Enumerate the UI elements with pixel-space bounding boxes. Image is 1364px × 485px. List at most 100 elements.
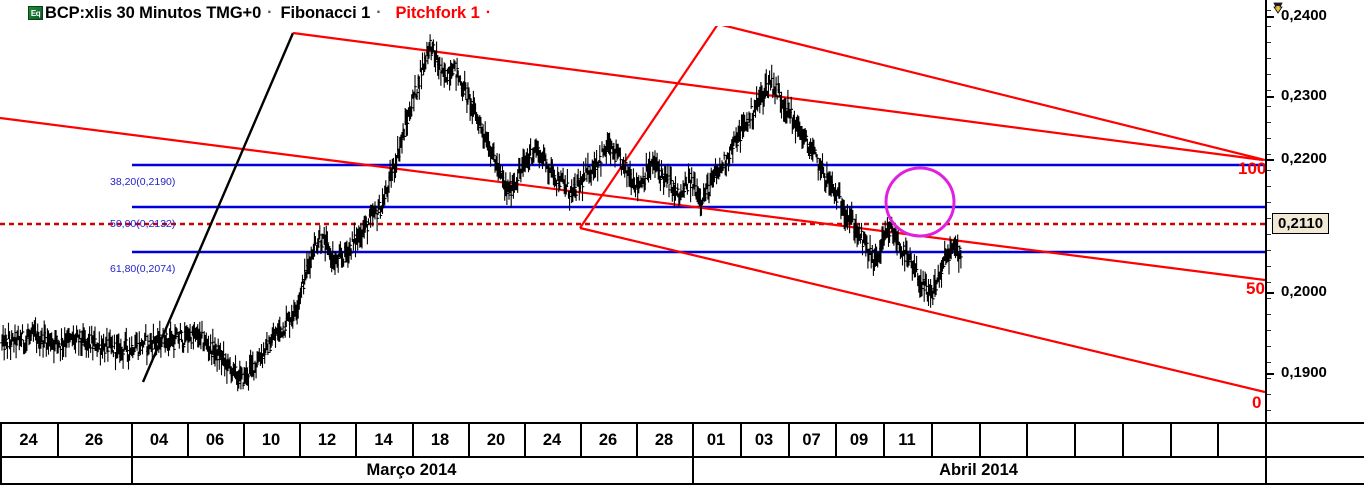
date-axis-day-cell: 20 [486,431,506,449]
date-axis-day-cell [1074,424,1122,456]
date-axis-day-cell [1170,424,1217,456]
date-axis-day-cell [1122,424,1170,456]
current-price-badge: 0,2110 [1272,213,1330,234]
price-minor-tick [1267,90,1271,91]
uptrend-line [141,32,295,383]
date-axis-separator [1170,424,1172,456]
pitchfork-label-50: 50 [1246,279,1265,298]
date-axis-month-cell [1265,457,1364,483]
date-axis-month-cell: Março 2014 [366,461,457,479]
chart-title-bar: Eq BCP:xlis 30 Minutos TMG+0 · Fibonacci… [0,0,1364,26]
scroll-marker-icon[interactable] [1272,2,1284,14]
pitchfork-line-0 [579,226,1265,394]
date-axis-separator [883,424,885,456]
date-axis-day-cell: 11 [898,431,916,449]
date-axis-day-cell: 09 [849,431,869,449]
price-tick-mark [1267,159,1274,161]
date-axis-line-mid [0,456,1364,458]
symbol-title: BCP:xlis 30 Minutos TMG+0 [45,3,262,22]
date-axis-separator [788,424,790,456]
pitchfork-label-100: 100 [1238,159,1265,178]
price-minor-tick [1267,186,1271,187]
study-label-fibonacci[interactable]: Fibonacci 1 [280,3,371,22]
date-axis[interactable]: 24 26 04 06 10 12 14 18 20 24 26 28 01 03 07 09 11 Março… [0,422,1364,485]
fib-label-5000: 50,00(0,2132) [110,218,176,230]
price-minor-tick [1267,218,1271,219]
title-separator-2: · [376,4,382,21]
date-axis-separator [299,424,301,456]
date-axis-separator [692,424,694,456]
price-minor-tick [1267,378,1271,379]
date-axis-separator [1026,424,1028,456]
date-axis-separator [131,424,133,456]
price-tick-label: 0,2300 [1281,87,1327,104]
date-axis-day-cell: 06 [205,431,225,449]
price-tick-label: 0,1900 [1281,364,1327,381]
date-axis-separator [979,424,981,456]
date-axis-day-cell: 24 [19,431,38,449]
date-axis-day-cell: 28 [654,431,674,449]
price-minor-tick [1267,26,1271,27]
price-minor-tick [1267,170,1271,171]
date-axis-month-separator [0,456,2,483]
date-axis-separator [0,424,2,456]
ohlc-bar-series [0,34,963,392]
eq-icon: Eq [28,6,43,20]
date-axis-day-cell: 04 [149,431,169,449]
price-minor-tick [1267,282,1271,283]
price-tick-label: 0,2000 [1281,283,1327,300]
date-axis-separator [187,424,189,456]
date-axis-day-cell [1217,424,1265,456]
date-axis-day-cell: 26 [84,431,104,449]
price-tick-label: 0,2200 [1281,150,1327,167]
date-axis-month-separator [692,456,694,483]
date-axis-day-cell: 14 [374,431,393,449]
date-axis-day-cell: 18 [430,431,450,449]
date-axis-separator [1265,424,1267,456]
price-minor-tick [1267,154,1271,155]
price-minor-tick [1267,314,1271,315]
price-minor-tick [1267,122,1271,123]
price-tick-mark [1267,292,1274,294]
price-axis[interactable]: 0,2400 0,2300 0,2200 0,2000 0,1900 0,2110 [1265,0,1364,422]
pitchfork-lines [0,26,1265,394]
date-axis-day-cell: 26 [598,431,618,449]
date-axis-day-cell: 01 [706,431,726,449]
date-axis-month-separator [1265,456,1267,483]
date-axis-line-top [0,422,1364,424]
date-axis-month-separator [131,456,133,483]
price-minor-tick [1267,234,1271,235]
price-minor-tick [1267,74,1271,75]
date-axis-separator [57,424,59,456]
price-plot-area[interactable]: 38,20(0,2190) 50,00(0,2132) 61,80(0,2074… [0,26,1265,422]
price-minor-tick [1267,346,1271,347]
price-minor-tick [1267,330,1271,331]
pitchfork-line-50 [0,116,1265,282]
price-minor-tick [1267,42,1271,43]
date-axis-separator [468,424,470,456]
date-axis-separator [636,424,638,456]
price-minor-tick [1267,298,1271,299]
title-separator-3: · [485,4,492,21]
date-axis-day-cell: 03 [754,431,774,449]
study-label-pitchfork[interactable]: Pitchfork 1 [395,3,480,22]
date-axis-month-cell [0,457,131,483]
date-axis-line-bottom [0,483,1364,485]
fib-label-6180: 61,80(0,2074) [110,263,176,275]
fib-label-3820: 38,20(0,2190) [110,176,176,188]
price-minor-tick [1267,202,1271,203]
date-axis-day-cell: 24 [542,431,562,449]
title-separator-1: · [267,4,273,21]
date-axis-separator [835,424,837,456]
date-axis-separator [1074,424,1076,456]
date-axis-day-cell [931,424,979,456]
date-axis-separator [580,424,582,456]
price-minor-tick [1267,394,1271,395]
date-axis-separator [524,424,526,456]
date-axis-day-cell: 12 [317,431,337,449]
price-minor-tick [1267,250,1271,251]
price-minor-tick [1267,10,1271,11]
date-axis-day-cell [979,424,1026,456]
date-axis-separator [1217,424,1219,456]
